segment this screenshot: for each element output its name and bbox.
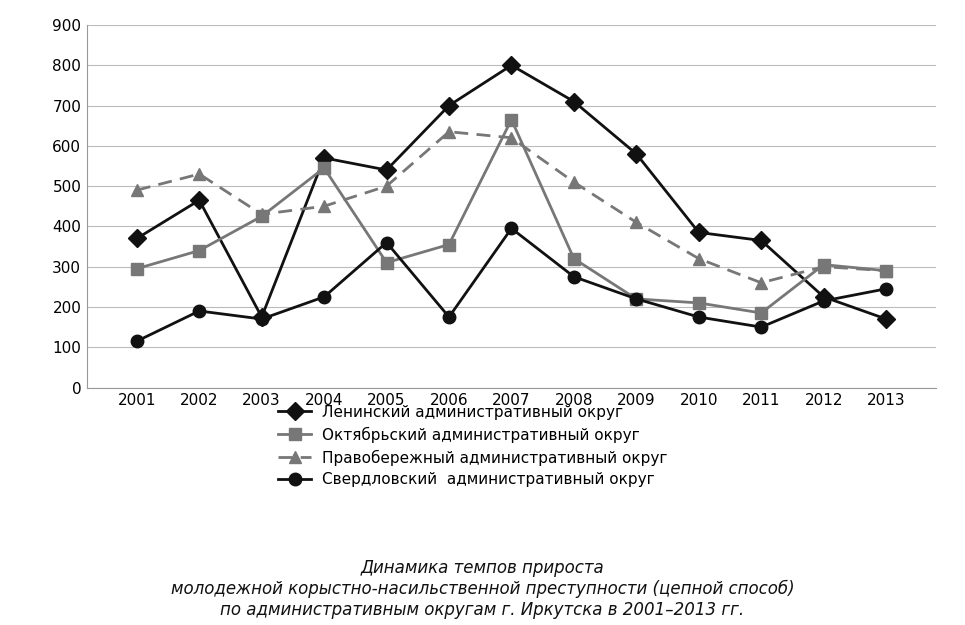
Text: Динамика темпов прироста
молодежной корыстно-насильственной преступности (цепной: Динамика темпов прироста молодежной коры… xyxy=(171,559,794,619)
Legend: Ленинский административный округ, Октябрьский административный округ, Правобереж: Ленинский административный округ, Октябр… xyxy=(278,404,668,488)
